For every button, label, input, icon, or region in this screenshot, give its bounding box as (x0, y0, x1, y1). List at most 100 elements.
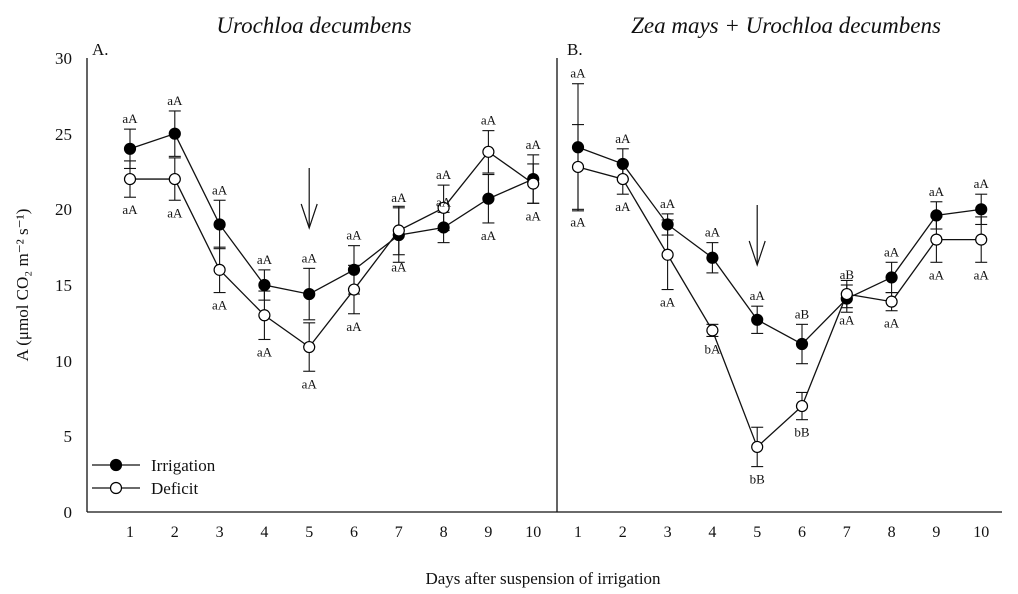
data-point-deficit (123, 172, 137, 186)
panel-b-plot: 1 2 3 4 5 6 7 8 9 10 aA aA aA aA aA aB aB aA aA aA aA aA aA bA b… (570, 66, 989, 541)
x-tick-label: 3 (664, 524, 672, 541)
y-tick-label: 25 (55, 125, 72, 144)
significance-label: aA (974, 267, 990, 282)
legend-marker-deficit (109, 481, 123, 495)
significance-label: aA (212, 182, 228, 197)
panel-b-letter: B. (567, 40, 583, 59)
significance-label: aA (929, 267, 945, 282)
data-point-irrigation (347, 263, 361, 276)
legend-marker-irrigation (109, 458, 123, 472)
data-point-irrigation (437, 221, 450, 234)
significance-label: aA (974, 176, 990, 191)
significance-label: aA (750, 288, 766, 303)
significance-label: aA (615, 131, 631, 146)
significance-label: aA (481, 228, 497, 243)
data-point-deficit (840, 287, 853, 301)
significance-label: aA (481, 113, 497, 128)
significance-label: aA (929, 184, 945, 199)
panel-a-plot: 1 2 3 4 5 6 7 8 9 10 aA aA aA aA aA aA aA aA aA aA aA aA aA aA a… (122, 93, 541, 541)
y-tick-labels: 0 5 10 15 20 25 30 (55, 49, 72, 522)
x-tick-label: 4 (260, 524, 268, 541)
significance-label: aA (570, 66, 586, 81)
y-tick-label: 5 (64, 427, 73, 446)
x-tick-label: 5 (753, 524, 761, 541)
significance-label: aA (212, 298, 228, 313)
data-point-deficit (392, 224, 405, 237)
data-point-irrigation (885, 271, 898, 284)
significance-label: aA (615, 199, 631, 214)
legend-label-irrigation: Irrigation (151, 456, 216, 475)
data-point-irrigation (616, 157, 629, 171)
significance-label: aA (257, 344, 273, 359)
x-tick-label: 10 (525, 524, 541, 541)
x-tick-label: 5 (305, 524, 313, 541)
x-tick-label: 1 (126, 524, 134, 541)
significance-label: aA (302, 376, 318, 391)
y-tick-label: 0 (64, 503, 73, 522)
significance-label: aB (795, 306, 810, 321)
data-point-irrigation (303, 287, 316, 301)
data-point-deficit (571, 160, 585, 174)
significance-label: bA (704, 341, 721, 356)
data-point-irrigation (482, 192, 495, 205)
x-tick-label: 6 (350, 524, 358, 541)
data-point-irrigation (168, 127, 181, 140)
data-point-deficit (616, 172, 629, 186)
significance-label: aA (391, 260, 407, 275)
data-point-irrigation (795, 337, 809, 351)
series-line-deficit (130, 150, 534, 348)
significance-label: aA (436, 167, 452, 182)
significance-label: aA (302, 250, 318, 265)
x-tick-label: 10 (973, 524, 989, 541)
data-point-deficit (527, 177, 540, 190)
significance-label: aA (526, 137, 542, 152)
data-point-deficit (168, 172, 181, 186)
data-point-irrigation (930, 209, 943, 222)
y-tick-label: 20 (55, 200, 72, 219)
significance-label: aA (167, 205, 183, 220)
data-point-irrigation (751, 313, 764, 326)
x-tick-label: 7 (843, 524, 851, 541)
significance-label: aA (346, 228, 362, 243)
data-point-deficit (930, 233, 943, 246)
significance-label: aA (346, 319, 362, 334)
significance-label: aA (884, 316, 900, 331)
series-line-irrigation (129, 132, 534, 295)
x-tick-label: 9 (932, 524, 940, 541)
significance-label: aA (660, 295, 676, 310)
data-point-deficit (258, 309, 271, 322)
y-tick-label: 15 (55, 276, 72, 295)
data-point-deficit (482, 145, 495, 158)
y-axis-title: A (μmol CO₂ m⁻² s⁻¹) (13, 209, 32, 362)
data-point-irrigation (975, 203, 988, 216)
drought-arrow-head (748, 240, 766, 267)
y-tick-label: 10 (55, 352, 72, 371)
panel-a-title: Urochloa decumbens (216, 13, 411, 38)
data-point-irrigation (706, 251, 719, 264)
x-tick-label: 4 (708, 524, 716, 541)
data-point-deficit (975, 233, 988, 246)
significance-label: aA (122, 202, 138, 217)
significance-label: aA (391, 190, 407, 205)
legend-label-deficit: Deficit (151, 479, 198, 498)
x-tick-label: 6 (798, 524, 806, 541)
x-tick-label: 3 (216, 524, 224, 541)
panel-a-letter: A. (92, 40, 109, 59)
significance-label: aA (436, 194, 452, 209)
x-tick-label: 7 (395, 524, 403, 541)
drought-arrow-head (300, 203, 318, 230)
data-point-deficit (706, 324, 719, 337)
data-point-deficit (661, 248, 674, 261)
significance-label: aA (167, 93, 183, 108)
legend: Irrigation Deficit (92, 456, 216, 498)
significance-label: aB (840, 267, 855, 282)
data-point-deficit (213, 263, 226, 276)
significance-label: bB (750, 472, 766, 487)
x-tick-label: 2 (619, 524, 627, 541)
data-point-deficit (751, 440, 764, 454)
data-point-deficit (437, 201, 450, 214)
data-point-irrigation (258, 278, 271, 292)
significance-label: aA (660, 196, 676, 211)
data-point-deficit (303, 340, 316, 354)
